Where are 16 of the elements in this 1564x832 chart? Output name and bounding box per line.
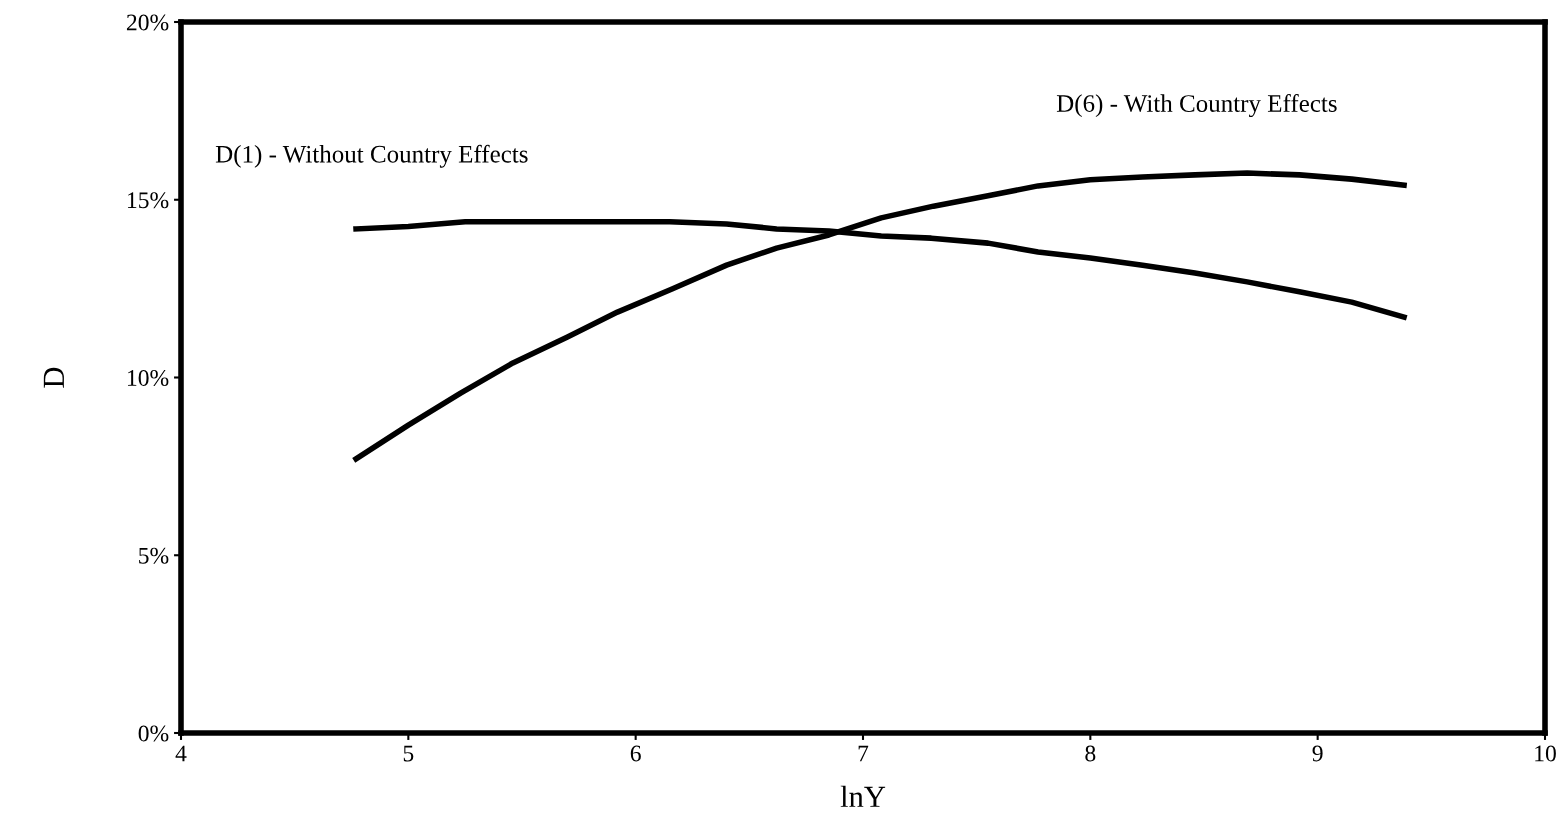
y-tick-label: 5%	[139, 547, 169, 564]
x-tick-label: 5	[403, 745, 414, 762]
x-tick-label: 7	[858, 745, 869, 762]
text: D(6) - With Country Effects	[1056, 94, 1337, 118]
text: D(1) - Without Country Effects	[215, 144, 528, 168]
x-axis-title: lnY	[840, 785, 886, 807]
y-tick-label: 0%	[138, 725, 169, 742]
x-tick-label: 4	[175, 745, 187, 762]
x-tick-label: 10	[1535, 745, 1556, 762]
y-tick-label: 20%	[126, 14, 169, 31]
y-tick-label: 15%	[127, 192, 169, 209]
y-tick-label: 10%	[127, 369, 169, 386]
x-tick-label: 9	[1312, 745, 1323, 762]
x-tick-label: 6	[630, 745, 641, 762]
x-tick-label: 8	[1085, 745, 1096, 762]
y-axis-title: D	[43, 367, 64, 388]
